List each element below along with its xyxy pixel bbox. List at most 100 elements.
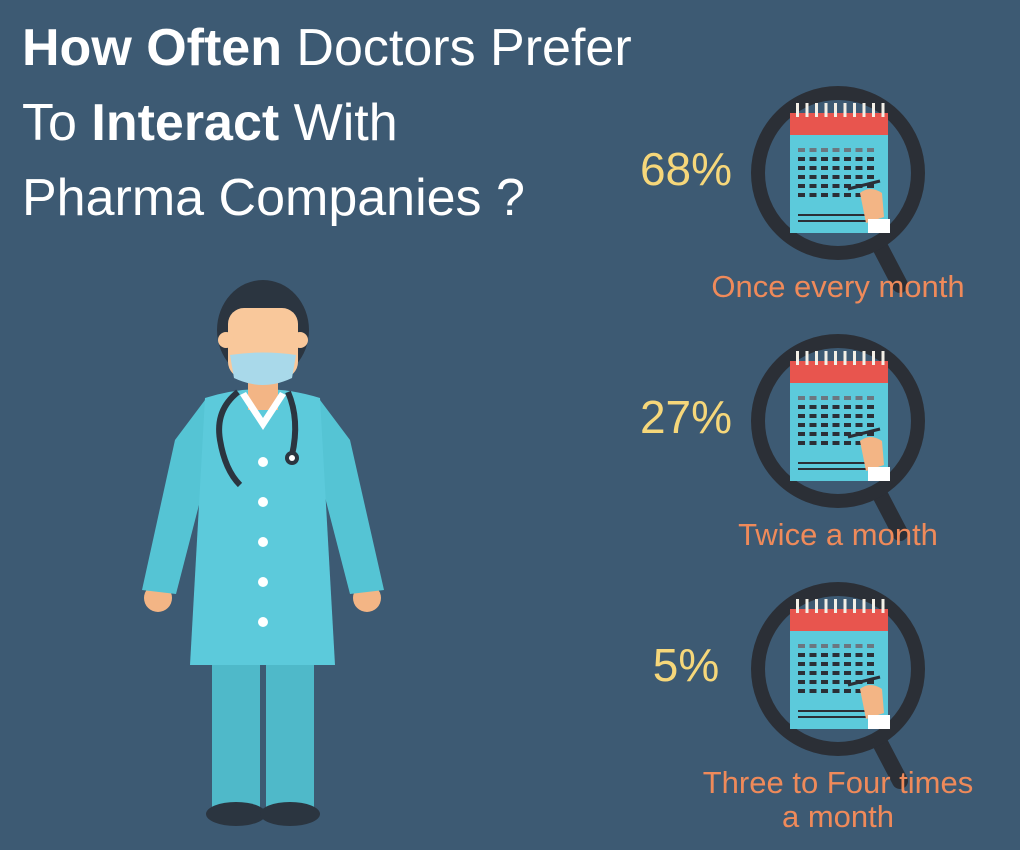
calendar-day: [844, 423, 851, 427]
calendar-day: [867, 662, 874, 666]
calendar-day: [798, 689, 805, 693]
calendar-day: [798, 662, 805, 666]
calendar-day: [855, 441, 863, 445]
percent: 68%: [640, 143, 732, 195]
calendar-ring: [815, 103, 818, 117]
percent: 5%: [653, 639, 719, 691]
calendar-day: [855, 148, 863, 152]
calendar-day: [832, 432, 840, 436]
calendar-day: [821, 166, 828, 170]
calendar-day: [798, 157, 805, 161]
calendar-day: [798, 653, 805, 657]
calendar-day: [844, 405, 851, 409]
calendar-day: [798, 193, 805, 197]
calendar-day: [855, 689, 863, 693]
calendar-day: [844, 432, 851, 436]
calendar-day: [821, 680, 828, 684]
calendar-ring: [796, 599, 799, 613]
calendar-day: [855, 671, 863, 675]
calendar-day: [855, 175, 863, 179]
calendar-day: [832, 441, 840, 445]
calendar-day: [832, 148, 840, 152]
calendar-day: [832, 184, 840, 188]
calendar-ring: [796, 103, 799, 117]
calendar-ring: [862, 103, 866, 117]
calendar-day: [867, 157, 874, 161]
calendar-day: [821, 148, 828, 152]
calendar-day: [855, 414, 863, 418]
calendar-day: [867, 166, 874, 170]
calendar-day: [798, 405, 805, 409]
calendar-day: [809, 662, 817, 666]
calendar-day: [855, 396, 863, 400]
calendar-day: [844, 166, 851, 170]
calendar-day: [798, 432, 805, 436]
calendar-day: [867, 148, 874, 152]
calendar-day: [855, 662, 863, 666]
calendar-ring: [881, 351, 885, 365]
calendar-day: [809, 689, 817, 693]
hand: [860, 189, 884, 223]
magnifier-handle: [870, 483, 908, 541]
title-segment: Pharma Companies ?: [22, 169, 525, 227]
calendar-day: [821, 193, 828, 197]
calendar-day: [798, 396, 805, 400]
calendar-day: [809, 396, 817, 400]
calendar-day: [832, 193, 840, 197]
calendar-day: [832, 689, 840, 693]
percent: 27%: [640, 391, 732, 443]
calendar-day: [832, 653, 840, 657]
calendar-day: [832, 680, 840, 684]
calendar-day: [809, 157, 817, 161]
calendar-day: [809, 432, 817, 436]
calendar-day: [832, 405, 840, 409]
calendar-day: [821, 653, 828, 657]
calendar-day: [798, 644, 805, 648]
calendar-day: [832, 166, 840, 170]
calendar-top: [790, 361, 888, 383]
calendar-ring: [834, 103, 837, 117]
calendar-day: [809, 193, 817, 197]
calendar-day: [821, 644, 828, 648]
calendar-day: [844, 184, 851, 188]
calendar-day: [844, 644, 851, 648]
calendar-day: [867, 423, 874, 427]
frequency-label: a month: [782, 799, 894, 834]
calendar-day: [844, 148, 851, 152]
pen: [847, 179, 881, 191]
calendar-day: [832, 396, 840, 400]
calendar-day: [855, 193, 863, 197]
calendar-ring: [853, 599, 856, 613]
title-segment: With: [279, 94, 397, 152]
calendar-day: [809, 414, 817, 418]
calendar-day: [821, 405, 828, 409]
calendar-day: [832, 423, 840, 427]
magnifier-handle: [870, 235, 908, 293]
calendar-day: [855, 166, 863, 170]
calendar-day: [855, 653, 863, 657]
calendar-day: [855, 644, 863, 648]
calendar-day: [867, 644, 874, 648]
calendar-day: [798, 671, 805, 675]
calendar-day: [867, 396, 874, 400]
calendar-day: [821, 671, 828, 675]
title-segment: Interact: [91, 94, 279, 152]
calendar-day: [867, 414, 874, 418]
calendar-day: [844, 653, 851, 657]
calendar-day: [855, 157, 863, 161]
calendar-day: [809, 175, 817, 179]
title-segment: How Often: [22, 19, 282, 77]
calendar-day: [809, 166, 817, 170]
calendar-day: [798, 175, 805, 179]
calendar-ring: [862, 599, 866, 613]
calendar-ring: [843, 103, 847, 117]
calendar-ring: [881, 599, 885, 613]
calendar-day: [821, 157, 828, 161]
calendar-top: [790, 113, 888, 135]
calendar-day: [832, 671, 840, 675]
calendar-day: [809, 671, 817, 675]
calendar-ring: [872, 599, 875, 613]
calendar-day: [867, 175, 874, 179]
calendar-day: [844, 662, 851, 666]
